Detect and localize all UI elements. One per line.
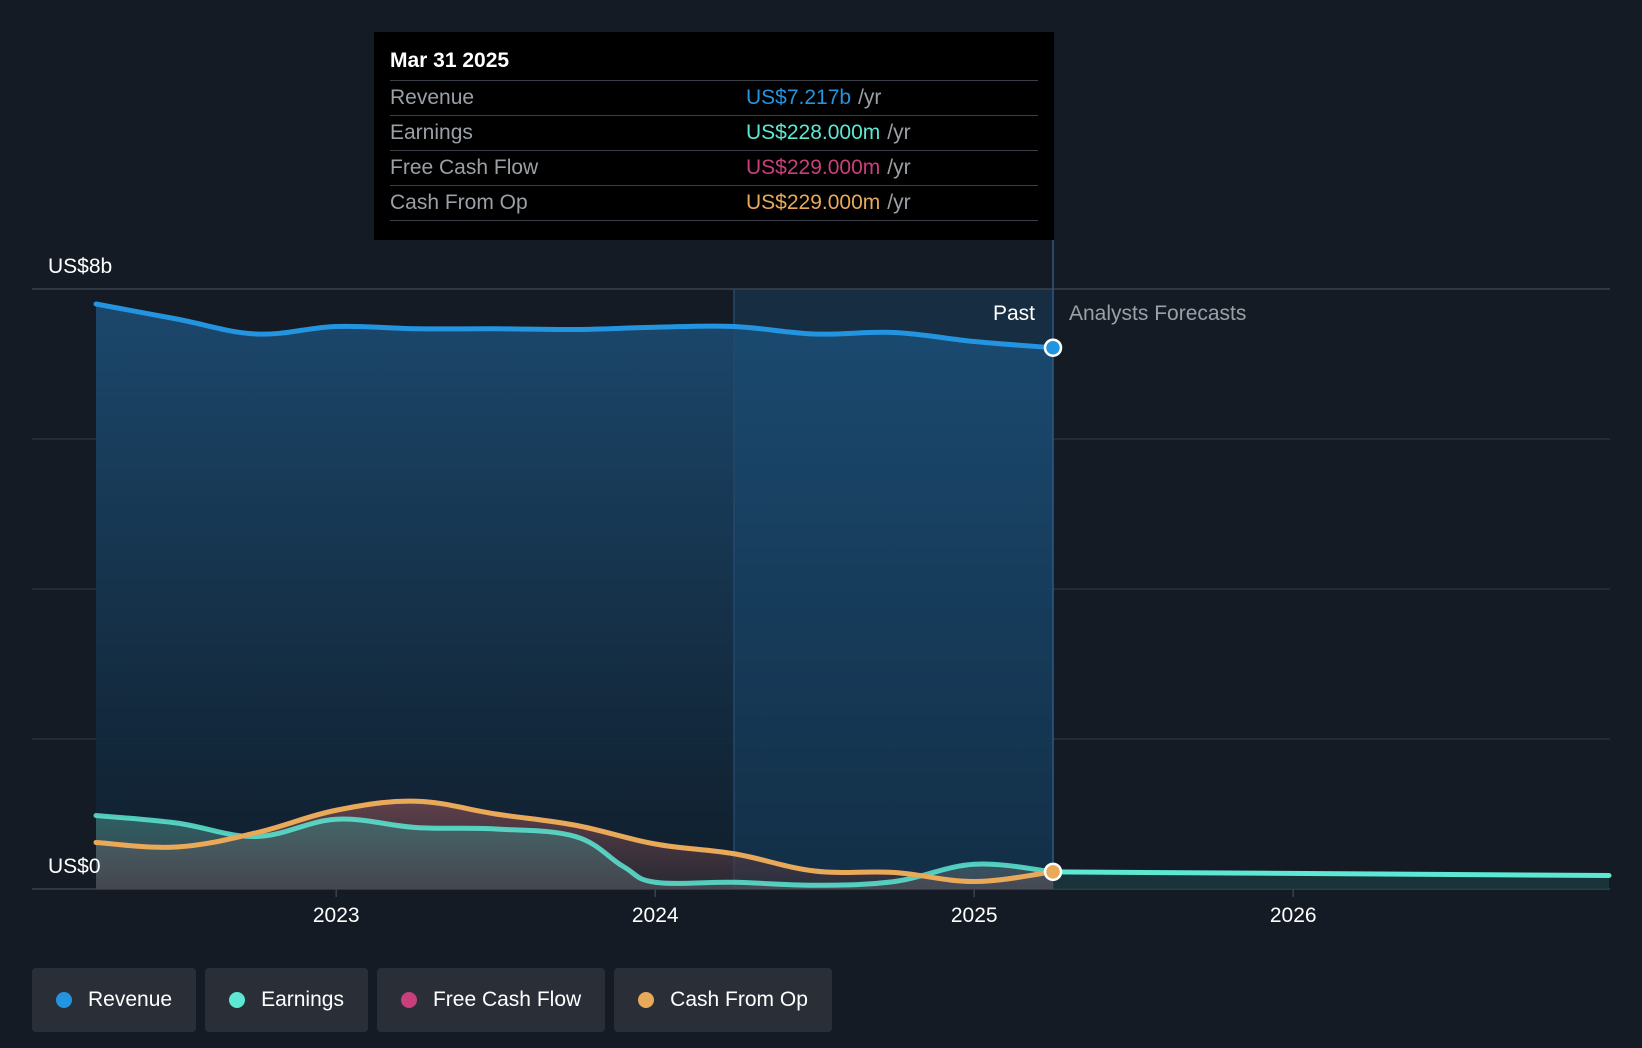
- legend-label: Earnings: [261, 988, 344, 1011]
- tooltip: Mar 31 2025 Revenue US$7.217b /yr Earnin…: [374, 32, 1054, 240]
- revenue-line: [93, 301, 1056, 351]
- legend-label: Free Cash Flow: [432, 988, 582, 1011]
- cash-from-op-end-marker: [1043, 862, 1063, 882]
- earnings-line: [93, 813, 1056, 888]
- highlight-band: [734, 289, 1053, 889]
- tooltip-value: US$228.000m: [746, 121, 881, 144]
- tooltip-row-earnings: Earnings US$228.000m /yr: [390, 115, 1038, 150]
- x-tick-label: 2025: [951, 904, 998, 927]
- legend-item-revenue[interactable]: Revenue: [32, 968, 197, 1032]
- tooltip-label: Earnings: [390, 121, 473, 144]
- earnings-dot-icon: [229, 992, 246, 1008]
- legend: Revenue Earnings Free Cash Flow Cash Fro…: [32, 968, 832, 1032]
- fcf-dot-icon: [400, 992, 417, 1008]
- tooltip-unit: /yr: [887, 191, 911, 214]
- x-tick-label: 2024: [632, 904, 679, 927]
- tooltip-unit: /yr: [887, 156, 911, 179]
- tooltip-row-revenue: Revenue US$7.217b /yr: [390, 80, 1038, 115]
- earnings-area: [96, 815, 1053, 889]
- cfo-dot-icon: [638, 992, 655, 1008]
- y-axis-label-top: US$8b: [48, 255, 112, 278]
- legend-label: Revenue: [88, 988, 173, 1011]
- earnings-forecast-line: [1050, 869, 1612, 878]
- revenue-dot-icon: [56, 992, 72, 1008]
- x-tick-label: 2023: [313, 904, 360, 927]
- revenue-end-marker: [1043, 338, 1063, 357]
- tooltip-value: US$229.000m: [746, 191, 881, 214]
- axis-labels: US$8b US$0 Past Analysts Forecasts 2023 2024 2…: [48, 255, 1317, 927]
- tooltip-label: Revenue: [390, 86, 475, 109]
- revenue-area: [96, 304, 1053, 889]
- x-tick-label: 2026: [1270, 904, 1317, 927]
- end-markers: [1043, 338, 1063, 882]
- tooltip-row-free-cash-flow: Free Cash Flow US$229.000m /yr: [390, 150, 1038, 185]
- tooltip-label: Cash From Op: [390, 191, 528, 214]
- legend-label: Cash From Op: [670, 988, 808, 1011]
- tooltip-value: US$229.000m: [746, 156, 881, 179]
- y-axis-label-bottom: US$0: [48, 855, 101, 878]
- legend-item-free-cash-flow[interactable]: Free Cash Flow: [376, 968, 606, 1032]
- tooltip-value: US$7.217b: [746, 86, 852, 109]
- legend-item-earnings[interactable]: Earnings: [205, 968, 368, 1032]
- tooltip-row-cash-from-op: Cash From Op US$229.000m /yr: [390, 185, 1038, 221]
- tooltip-label: Free Cash Flow: [390, 156, 539, 179]
- series-areas: [96, 240, 1610, 889]
- past-label: Past: [993, 302, 1035, 325]
- tooltip-unit: /yr: [887, 121, 911, 144]
- series-lines: [93, 301, 1612, 888]
- legend-item-cash-from-op[interactable]: Cash From Op: [614, 968, 832, 1032]
- forecast-label: Analysts Forecasts: [1069, 302, 1246, 325]
- tooltip-unit: /yr: [858, 86, 882, 109]
- cash-from-op-line: [93, 798, 1056, 885]
- tooltip-date: Mar 31 2025: [390, 49, 510, 72]
